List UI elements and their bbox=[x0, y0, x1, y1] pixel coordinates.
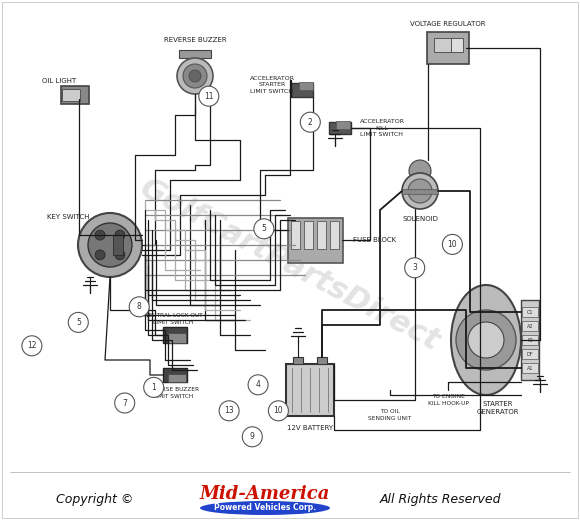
Text: TO ENGINE
KILL HOOK-UP: TO ENGINE KILL HOOK-UP bbox=[427, 394, 469, 406]
Bar bbox=[286, 364, 334, 416]
Circle shape bbox=[254, 219, 274, 239]
Text: KEY SWITCH: KEY SWITCH bbox=[47, 214, 89, 220]
Circle shape bbox=[115, 250, 125, 260]
Text: 7: 7 bbox=[122, 398, 127, 408]
Circle shape bbox=[242, 427, 262, 447]
Bar bbox=[522, 321, 538, 331]
Bar bbox=[168, 374, 186, 382]
Bar bbox=[336, 121, 350, 129]
Text: GolfCartPartsDirect: GolfCartPartsDirect bbox=[135, 174, 445, 357]
Bar bbox=[329, 122, 351, 134]
Text: REVERSE BUZZER: REVERSE BUZZER bbox=[164, 37, 226, 43]
Bar bbox=[402, 188, 438, 193]
Text: 10: 10 bbox=[448, 240, 457, 249]
Bar bbox=[163, 327, 187, 343]
Circle shape bbox=[78, 213, 142, 277]
Circle shape bbox=[409, 160, 431, 182]
Text: TO OIL
SENDING UNIT: TO OIL SENDING UNIT bbox=[368, 409, 412, 421]
Bar bbox=[521, 300, 539, 380]
Circle shape bbox=[405, 258, 425, 278]
Text: VOLTAGE REGULATOR: VOLTAGE REGULATOR bbox=[410, 21, 486, 27]
Bar bbox=[61, 86, 89, 104]
Bar bbox=[168, 333, 186, 343]
Circle shape bbox=[443, 235, 462, 254]
Text: 10: 10 bbox=[274, 406, 283, 415]
Circle shape bbox=[219, 401, 239, 421]
Circle shape bbox=[248, 375, 268, 395]
Circle shape bbox=[95, 250, 105, 260]
Text: SOLENOID: SOLENOID bbox=[402, 216, 438, 222]
Circle shape bbox=[68, 313, 88, 332]
Text: 13: 13 bbox=[224, 406, 234, 415]
Circle shape bbox=[144, 378, 164, 397]
Text: C1: C1 bbox=[527, 309, 533, 315]
Bar bbox=[522, 335, 538, 345]
Bar bbox=[427, 32, 469, 64]
Bar bbox=[329, 221, 339, 249]
Bar bbox=[288, 217, 343, 263]
Text: 11: 11 bbox=[204, 92, 213, 101]
Bar bbox=[291, 221, 299, 249]
Text: 9: 9 bbox=[250, 432, 255, 441]
Circle shape bbox=[300, 112, 320, 132]
Text: Copyright ©: Copyright © bbox=[56, 493, 133, 506]
Circle shape bbox=[402, 173, 438, 209]
Circle shape bbox=[22, 336, 42, 356]
Text: ACCELERATOR
STARTER
LIMIT SWITCH: ACCELERATOR STARTER LIMIT SWITCH bbox=[249, 76, 295, 94]
Bar bbox=[317, 221, 325, 249]
Bar bbox=[179, 50, 211, 58]
Bar bbox=[291, 83, 313, 97]
Circle shape bbox=[269, 401, 288, 421]
Circle shape bbox=[408, 179, 432, 203]
Text: 5: 5 bbox=[262, 224, 266, 233]
Bar bbox=[522, 307, 538, 317]
Bar bbox=[303, 221, 313, 249]
Bar bbox=[299, 82, 313, 90]
Text: A2: A2 bbox=[527, 323, 533, 329]
Bar bbox=[113, 235, 123, 255]
Text: 5: 5 bbox=[76, 318, 81, 327]
Text: A1: A1 bbox=[527, 366, 533, 370]
Circle shape bbox=[115, 230, 125, 240]
Text: 3: 3 bbox=[412, 263, 417, 272]
Bar bbox=[163, 368, 187, 382]
Circle shape bbox=[199, 86, 219, 106]
Circle shape bbox=[468, 322, 504, 358]
Text: ACCELERATOR
KILL
LIMIT SWITCH: ACCELERATOR KILL LIMIT SWITCH bbox=[360, 119, 404, 137]
Bar bbox=[317, 357, 327, 363]
Circle shape bbox=[456, 310, 516, 370]
Text: 8: 8 bbox=[137, 302, 142, 311]
Text: 12V BATTERY: 12V BATTERY bbox=[287, 425, 333, 431]
Bar bbox=[62, 89, 80, 101]
Bar bbox=[522, 349, 538, 359]
Circle shape bbox=[115, 393, 135, 413]
Bar bbox=[522, 363, 538, 373]
Text: OIL LIGHT: OIL LIGHT bbox=[42, 78, 76, 84]
Text: 12: 12 bbox=[27, 341, 37, 350]
Text: NEUTRAL LOCK-OUT
LIMIT SWITCH: NEUTRAL LOCK-OUT LIMIT SWITCH bbox=[144, 314, 202, 324]
Ellipse shape bbox=[451, 285, 521, 395]
Text: All Rights Reserved: All Rights Reserved bbox=[379, 493, 501, 506]
Circle shape bbox=[183, 64, 207, 88]
Text: F2: F2 bbox=[527, 337, 533, 343]
Text: DF: DF bbox=[527, 352, 533, 357]
Circle shape bbox=[189, 70, 201, 82]
Text: Mid-America: Mid-America bbox=[200, 485, 330, 503]
Text: 1: 1 bbox=[151, 383, 156, 392]
Text: STARTER
GENERATOR: STARTER GENERATOR bbox=[477, 401, 519, 415]
Text: FUSE BLOCK: FUSE BLOCK bbox=[353, 237, 396, 243]
Bar bbox=[451, 38, 463, 52]
Text: REVERSE BUZZER
LIMIT SWITCH: REVERSE BUZZER LIMIT SWITCH bbox=[146, 387, 200, 399]
Bar bbox=[434, 38, 452, 52]
Circle shape bbox=[177, 58, 213, 94]
Bar bbox=[293, 357, 303, 363]
Circle shape bbox=[95, 230, 105, 240]
Circle shape bbox=[88, 223, 132, 267]
Text: 4: 4 bbox=[256, 380, 260, 389]
Text: Powered Vehicles Corp.: Powered Vehicles Corp. bbox=[214, 503, 316, 513]
Ellipse shape bbox=[200, 501, 330, 515]
Text: 2: 2 bbox=[308, 118, 313, 127]
Circle shape bbox=[129, 297, 149, 317]
